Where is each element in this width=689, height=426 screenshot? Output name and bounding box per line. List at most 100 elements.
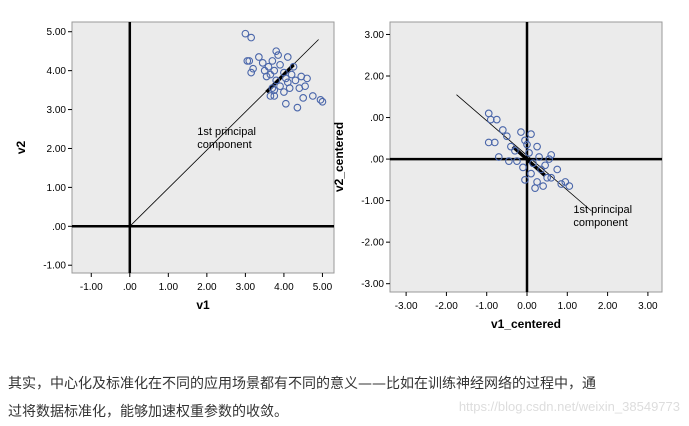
data-point [268,57,277,65]
data-point [523,140,531,149]
data-point [280,88,288,96]
data-point [517,128,525,136]
data-point [276,60,284,69]
data-point [565,182,574,190]
data-point [505,157,513,166]
y-tick-label: .00 [52,222,66,233]
y-tick-label: 1.00 [47,183,67,194]
watermark-url: https://blog.csdn.net/weixin_38549773 [458,399,680,414]
data-point [486,115,495,124]
data-point [264,62,273,71]
data-point [527,130,535,139]
x-tick-label: 2.00 [197,282,217,293]
data-point [272,76,281,85]
y-tick-label: -1.00 [43,261,66,272]
data-point [541,161,549,170]
data-point [281,74,290,83]
x-axis-label: v1 [196,298,210,312]
data-point [318,97,327,106]
data-point [268,84,277,93]
data-point [258,59,267,67]
caption-paragraph: 其实，中心化及标准化在不同的应用场景都有不同的意义——比如在训练神经网络的过程中… [8,370,684,426]
y-tick-label: -2.00 [361,238,384,249]
data-point [521,175,529,184]
annotation-label: 1st principal [573,204,632,216]
data-point [272,47,281,56]
y-tick-label: .00 [370,113,384,124]
data-point [537,165,545,174]
data-point [297,72,306,81]
data-point [547,151,556,159]
data-point [494,153,503,161]
y-tick-label: 3.00 [47,105,67,116]
data-point [484,138,493,147]
x-tick-label: -1.00 [475,301,498,312]
data-point [299,94,308,102]
data-point [490,138,499,147]
x-tick-label: 4.00 [274,282,294,293]
y-axis-label: v2 [14,141,28,155]
y-tick-label: -3.00 [361,279,384,290]
data-point [507,142,515,151]
x-tick-label: -2.00 [435,301,458,312]
data-point [245,57,254,65]
data-point [529,159,537,168]
y-tick-label: 4.00 [47,66,67,77]
principal-component-line [456,94,592,212]
data-point [266,70,275,79]
data-point [274,51,282,59]
data-point [545,155,554,163]
data-point [503,132,511,141]
data-point [285,84,294,93]
data-point [247,68,256,77]
x-tick-label: 3.00 [236,282,256,293]
data-point [521,136,529,145]
data-point [289,62,298,71]
data-point [266,92,275,100]
data-point [283,53,292,61]
caption-line-2: 过将数据标准化，能够加速权重参数的收敛。 [8,404,288,420]
data-point [316,95,325,104]
data-point [561,178,570,186]
plot-area [71,21,335,274]
x-tick-label: 1.00 [558,301,578,312]
data-point [249,64,257,73]
y-tick-label: 2.00 [365,72,385,83]
y-tick-label: .00 [370,155,384,166]
y-axis-label: v2_centered [332,122,346,192]
data-point [553,165,562,174]
annotation-label: 1st principal [197,126,256,138]
data-point [293,103,302,112]
x-tick-label: 3.00 [638,301,658,312]
data-point [281,99,290,108]
data-point [557,180,566,188]
data-point [535,153,543,161]
y-tick-label: 2.00 [47,144,67,155]
data-point [539,182,547,190]
x-axis-label: v1_centered [491,317,561,331]
data-point [301,82,309,91]
data-point [492,115,501,124]
data-point [255,53,263,61]
data-point [262,72,271,81]
data-point [276,82,284,91]
x-tick-label: 2.00 [598,301,618,312]
data-point [291,76,300,85]
data-point [270,66,279,75]
data-point [287,70,296,79]
data-point [513,157,521,166]
projected-points-segment [265,63,295,94]
data-point [270,86,279,94]
y-tick-label: 5.00 [47,27,67,38]
y-tick-label: -1.00 [361,196,384,207]
data-point [543,173,552,182]
x-tick-label: 5.00 [313,282,333,293]
x-tick-label: -3.00 [395,301,418,312]
data-point [525,148,533,157]
data-point [511,146,519,155]
data-point [533,142,541,151]
y-tick-label: 3.00 [365,30,385,41]
x-tick-label: 1.00 [159,282,179,293]
